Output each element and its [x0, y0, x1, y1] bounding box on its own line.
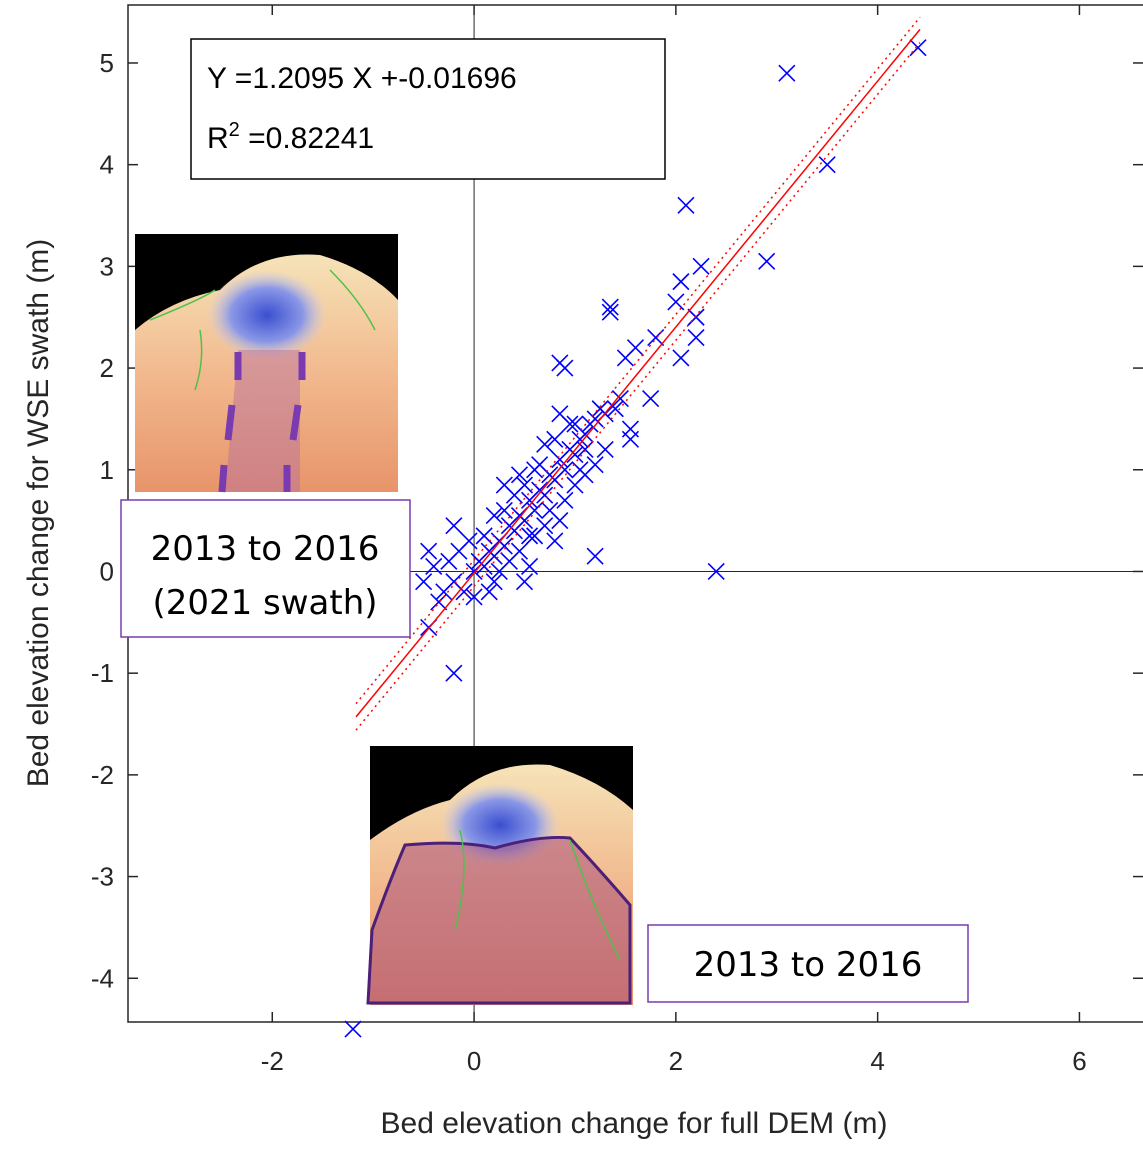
inset-label: 2013 to 2016 [694, 945, 923, 985]
data-point [510, 466, 529, 484]
data-point [621, 430, 640, 448]
data-point [566, 445, 584, 464]
annotation: =0.82241 [240, 122, 374, 155]
inset-label: (2021 swath) [152, 583, 377, 623]
data-point [536, 435, 554, 453]
y-tick-label: -3 [91, 862, 114, 892]
data-point [445, 517, 463, 535]
y-tick-label: -2 [91, 760, 114, 790]
annotation: Y =1.2095 X +-0.01696 [207, 62, 517, 95]
data-point [485, 573, 503, 591]
data-point [520, 527, 539, 545]
data-point [606, 400, 624, 418]
data-point [480, 583, 498, 601]
y-tick-label: 0 [100, 556, 114, 586]
inset-image [366, 746, 633, 1005]
data-point [520, 557, 539, 575]
annotation: R2 =0.82241 [207, 119, 374, 155]
data-point [556, 461, 574, 479]
y-tick-label: 3 [100, 251, 114, 281]
data-point [909, 39, 927, 57]
inset-image [135, 234, 398, 493]
data-point [536, 486, 554, 504]
y-tick-label: 4 [100, 150, 114, 180]
x-tick-label: 6 [1072, 1046, 1086, 1076]
x-tick-label: 0 [467, 1046, 481, 1076]
data-point [586, 456, 604, 474]
data-point [672, 273, 690, 291]
fit-line [355, 28, 921, 718]
data-point [495, 476, 513, 494]
data-point [586, 547, 604, 565]
data-point [707, 562, 725, 581]
data-point [526, 461, 544, 479]
inset-label-box [120, 499, 411, 638]
data-point [546, 532, 564, 550]
data-point [490, 562, 508, 581]
x-axis-label: Bed elevation change for full DEM (m) [381, 1107, 888, 1140]
x-tick-label: -2 [261, 1046, 284, 1076]
data-point [495, 537, 513, 555]
annotation-box [190, 38, 666, 180]
data-point [818, 156, 836, 174]
data-point [551, 512, 569, 530]
data-point [344, 1020, 362, 1038]
data-point [495, 501, 513, 520]
data-point [556, 359, 574, 377]
data-point [485, 506, 503, 525]
y-tick-label: 5 [100, 48, 114, 78]
data-point [601, 303, 619, 321]
data-point [445, 664, 463, 682]
data-point [510, 542, 529, 560]
data-point [596, 440, 614, 458]
inset-label: 2013 to 2016 [151, 529, 380, 569]
data-point [758, 252, 776, 270]
x-tick-label: 4 [870, 1046, 884, 1076]
data-point [667, 293, 685, 311]
data-point [465, 588, 483, 606]
y-tick-label: 2 [100, 353, 114, 383]
y-tick-label: -1 [91, 658, 114, 688]
data-point [515, 573, 534, 591]
data-point [611, 390, 629, 408]
x-tick-label: 2 [669, 1046, 683, 1076]
data-point [672, 349, 690, 367]
fit-line [355, 16, 921, 705]
y-axis-label: Bed elevation change for WSE swath (m) [22, 239, 55, 788]
data-point [460, 532, 478, 550]
data-point [778, 64, 796, 82]
annotation: 2 [229, 119, 240, 141]
data-point [566, 415, 584, 433]
data-point [415, 573, 433, 591]
annotation: R [207, 122, 229, 155]
data-point [687, 328, 705, 347]
y-tick-label: 1 [100, 455, 114, 485]
data-point [616, 349, 634, 367]
data-point [677, 196, 695, 214]
fit-line [355, 42, 921, 731]
y-tick-label: -4 [91, 963, 114, 993]
data-point [642, 390, 660, 408]
inset-label-box [647, 924, 969, 1003]
data-point [536, 517, 554, 535]
data-point [687, 308, 705, 326]
data-point [420, 542, 438, 560]
data-point [455, 583, 473, 601]
data-point [692, 257, 710, 275]
data-point [601, 298, 619, 316]
data-point [586, 410, 604, 428]
data-point [425, 557, 443, 575]
data-point [561, 415, 579, 433]
data-point [556, 491, 574, 509]
data-point [546, 430, 564, 448]
